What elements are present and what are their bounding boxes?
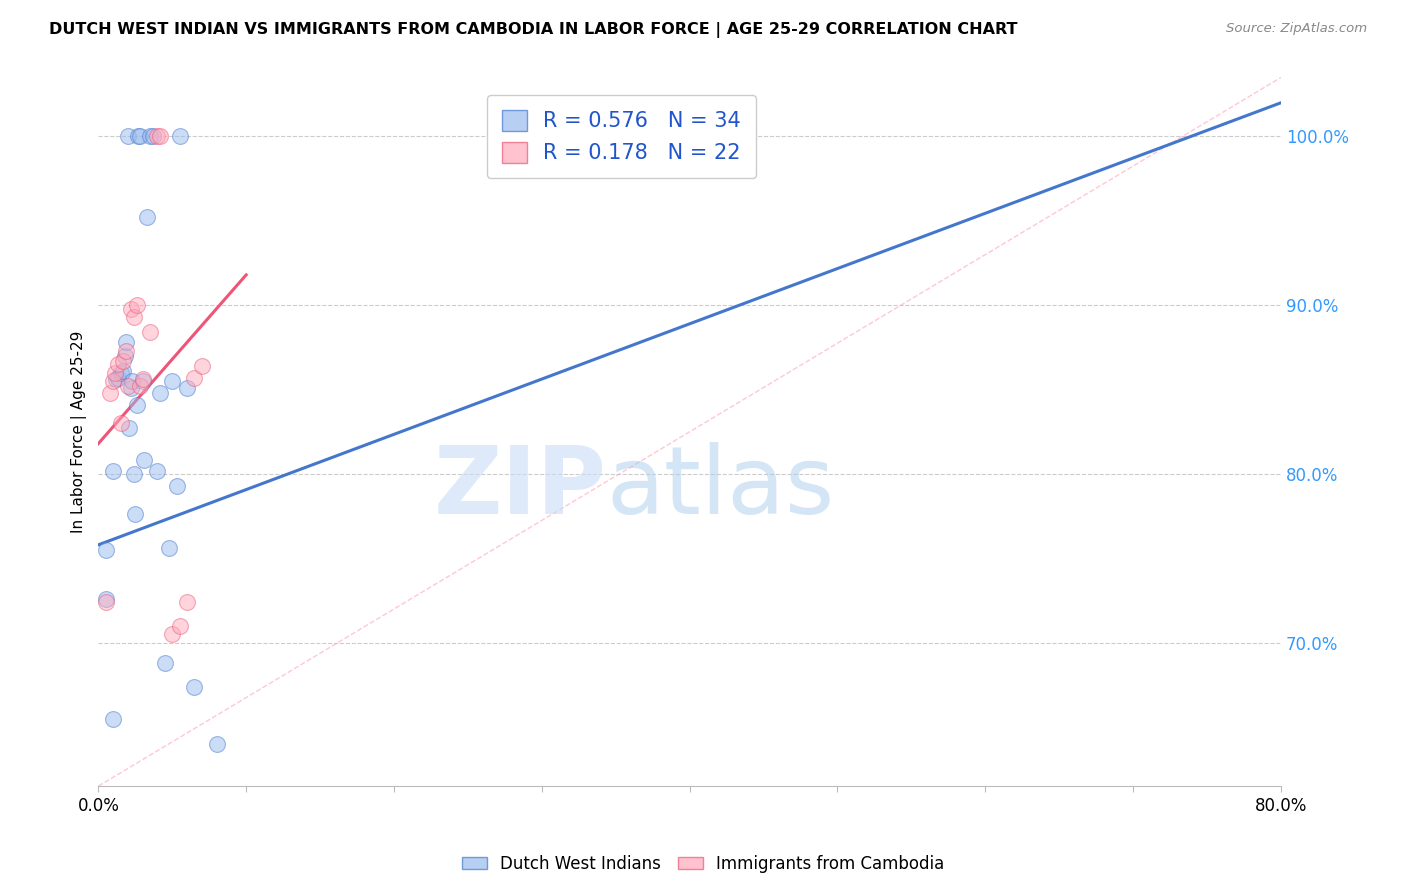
Point	[120, 381, 142, 395]
Point	[139, 325, 162, 339]
Point	[169, 129, 191, 144]
Point	[162, 374, 184, 388]
Point	[127, 129, 149, 144]
Text: Source: ZipAtlas.com: Source: ZipAtlas.com	[1226, 22, 1367, 36]
Point	[110, 366, 132, 380]
Point	[128, 379, 150, 393]
Point	[142, 129, 165, 144]
Point	[94, 591, 117, 606]
Legend: R = 0.576   N = 34, R = 0.178   N = 22: R = 0.576 N = 34, R = 0.178 N = 22	[488, 95, 756, 178]
Point	[149, 386, 172, 401]
Point	[157, 541, 180, 556]
Point	[149, 129, 172, 144]
Point	[94, 542, 117, 557]
Text: DUTCH WEST INDIAN VS IMMIGRANTS FROM CAMBODIA IN LABOR FORCE | AGE 25-29 CORRELA: DUTCH WEST INDIAN VS IMMIGRANTS FROM CAM…	[49, 22, 1018, 38]
Point	[122, 310, 145, 324]
Point	[128, 129, 150, 144]
Point	[118, 421, 141, 435]
Point	[139, 129, 162, 144]
Point	[101, 464, 124, 478]
Point	[162, 627, 184, 641]
Point	[101, 712, 124, 726]
Point	[205, 737, 228, 751]
Point	[110, 417, 132, 431]
Point	[125, 298, 148, 312]
Point	[112, 364, 135, 378]
Point	[94, 595, 117, 609]
Point	[183, 371, 205, 385]
Point	[117, 379, 139, 393]
Point	[146, 464, 169, 478]
Point	[107, 357, 129, 371]
Legend: Dutch West Indians, Immigrants from Cambodia: Dutch West Indians, Immigrants from Camb…	[456, 848, 950, 880]
Point	[122, 467, 145, 481]
Point	[176, 595, 198, 609]
Point	[121, 374, 143, 388]
Text: ZIP: ZIP	[434, 442, 607, 534]
Point	[115, 343, 138, 358]
Point	[131, 374, 153, 388]
Point	[107, 371, 129, 385]
Point	[153, 656, 176, 670]
Point	[136, 211, 159, 225]
Point	[120, 301, 142, 316]
Point	[146, 129, 169, 144]
Point	[105, 372, 128, 386]
Point	[166, 479, 188, 493]
Y-axis label: In Labor Force | Age 25-29: In Labor Force | Age 25-29	[72, 331, 87, 533]
Point	[104, 366, 127, 380]
Point	[169, 619, 191, 633]
Point	[125, 398, 148, 412]
Point	[98, 386, 121, 401]
Point	[183, 680, 205, 694]
Point	[134, 453, 156, 467]
Point	[114, 349, 136, 363]
Point	[117, 129, 139, 144]
Point	[101, 374, 124, 388]
Point	[124, 508, 146, 522]
Point	[112, 354, 135, 368]
Point	[115, 335, 138, 350]
Point	[131, 372, 153, 386]
Point	[176, 381, 198, 395]
Text: atlas: atlas	[607, 442, 835, 534]
Point	[191, 359, 214, 373]
